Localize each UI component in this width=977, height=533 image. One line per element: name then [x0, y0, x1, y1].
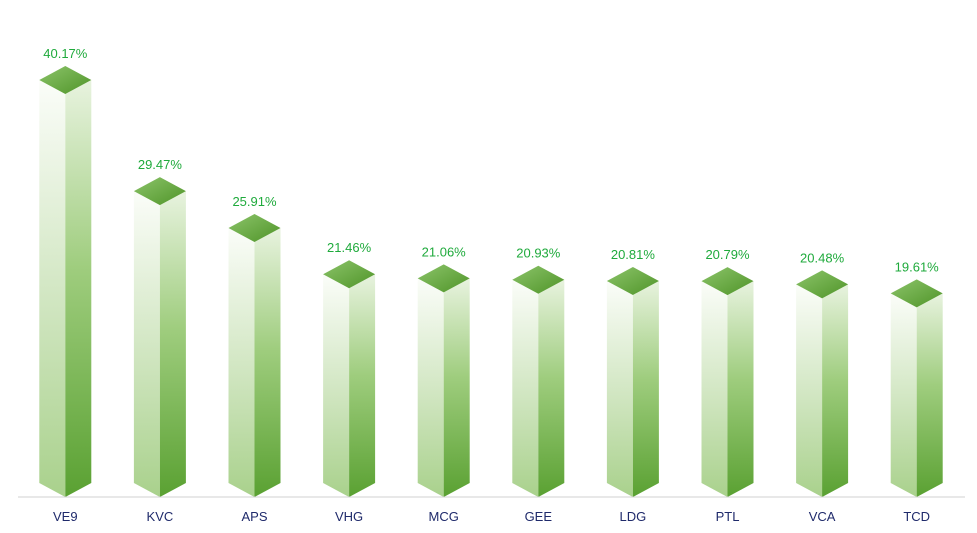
bar-front-face [512, 279, 539, 497]
bar-ptl [701, 267, 754, 497]
bar-vhg [323, 260, 376, 497]
bar-top-face [417, 264, 470, 293]
bar-top-face [228, 214, 281, 243]
bar-front-face [228, 228, 255, 497]
bar-top-face [890, 279, 943, 308]
bar-top-face [133, 177, 186, 206]
category-label-vhg: VHG [335, 509, 363, 524]
category-label-gee: GEE [525, 509, 553, 524]
bar-ve9 [39, 66, 92, 497]
value-label-ldg: 20.81% [611, 247, 656, 262]
bar-aps [228, 214, 281, 497]
bars-layer [39, 66, 943, 497]
bar-side-face [538, 279, 565, 497]
category-label-ldg: LDG [620, 509, 647, 524]
bar-vca [796, 270, 849, 497]
value-label-vhg: 21.46% [327, 240, 372, 255]
bar-side-face [727, 281, 754, 497]
bar-side-face [159, 191, 186, 497]
category-label-tcd: TCD [903, 509, 930, 524]
value-label-aps: 25.91% [232, 194, 277, 209]
category-label-vca: VCA [809, 509, 836, 524]
category-label-ptl: PTL [716, 509, 740, 524]
category-label-aps: APS [241, 509, 267, 524]
bar-mcg [417, 264, 470, 497]
bar-top-face [606, 266, 659, 295]
bar-ldg [606, 266, 659, 497]
labels-layer: 40.17% VE9 29.47% KVC 25.91% APS 21.46% VHG 21.0… [43, 46, 939, 524]
bar-front-face [606, 280, 633, 497]
bar-side-face [254, 228, 281, 497]
bar-front-face [701, 281, 728, 497]
bar-top-face [39, 66, 92, 94]
bar-top-face [512, 265, 565, 294]
bar-front-face [323, 274, 350, 497]
bar-side-face [632, 280, 659, 497]
bar-kvc [133, 177, 186, 497]
value-label-vca: 20.48% [800, 250, 845, 265]
bar-front-face [890, 293, 917, 497]
bar-gee [512, 265, 565, 497]
bar-tcd [890, 279, 943, 497]
value-label-ptl: 20.79% [705, 247, 750, 262]
category-label-ve9: VE9 [53, 509, 78, 524]
bar-top-face [323, 260, 376, 289]
bar-front-face [39, 80, 66, 497]
bar-side-face [349, 274, 376, 497]
category-label-mcg: MCG [429, 509, 459, 524]
bar-top-face [796, 270, 849, 299]
bar-front-face [133, 191, 160, 497]
bar-side-face [65, 80, 92, 497]
bar-side-face [443, 278, 470, 497]
bar-top-face [701, 267, 754, 296]
value-label-mcg: 21.06% [422, 244, 467, 259]
value-label-tcd: 19.61% [895, 259, 940, 274]
value-label-ve9: 40.17% [43, 46, 88, 61]
category-label-kvc: KVC [147, 509, 174, 524]
bar-front-face [796, 284, 823, 497]
bar-front-face [417, 278, 444, 497]
value-label-kvc: 29.47% [138, 157, 183, 172]
bar-side-face [916, 293, 943, 497]
bar-side-face [822, 284, 849, 497]
value-label-gee: 20.93% [516, 246, 561, 261]
